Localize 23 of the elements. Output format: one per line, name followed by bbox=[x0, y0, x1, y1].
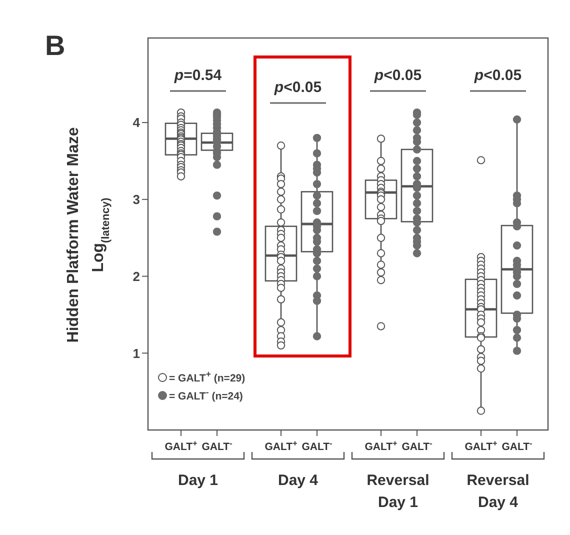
annotation: p<0.05 bbox=[373, 67, 422, 84]
text: GALT$^{+}$ bbox=[264, 438, 298, 453]
x-tick-label: Reversal Day 1 bbox=[366, 471, 430, 513]
y-tick-label: 4 bbox=[132, 115, 141, 130]
text: GALT$^{+}$ bbox=[164, 438, 198, 453]
annotation: p=0.54 bbox=[173, 67, 222, 84]
text: GALT$^{+}$ bbox=[364, 438, 398, 453]
legend-label: = GALT$^{-}$ (n=24) bbox=[169, 387, 243, 403]
text: GALT$^{+}$ bbox=[464, 438, 498, 453]
legend-label: = GALT$^{+}$ (n=29) bbox=[169, 369, 246, 385]
y-tick-label: 1 bbox=[132, 346, 140, 361]
annotation: p<0.05 bbox=[273, 79, 322, 96]
text: GALT$^{-}$ bbox=[202, 438, 233, 453]
y-tick-label: 3 bbox=[132, 192, 140, 208]
y-tick-label: 2 bbox=[132, 268, 140, 284]
x-tick-label: Day 1 bbox=[176, 471, 220, 491]
x-tick-label: Reversal Day 4 bbox=[466, 471, 530, 513]
text: GALT$^{-}$ bbox=[302, 438, 333, 453]
annotation: p<0.05 bbox=[473, 67, 522, 84]
x-tick-label: Day 4 bbox=[276, 471, 320, 491]
text: GALT$^{-}$ bbox=[502, 438, 533, 453]
text: GALT$^{-}$ bbox=[402, 438, 433, 453]
chart-title: B bbox=[45, 30, 66, 61]
